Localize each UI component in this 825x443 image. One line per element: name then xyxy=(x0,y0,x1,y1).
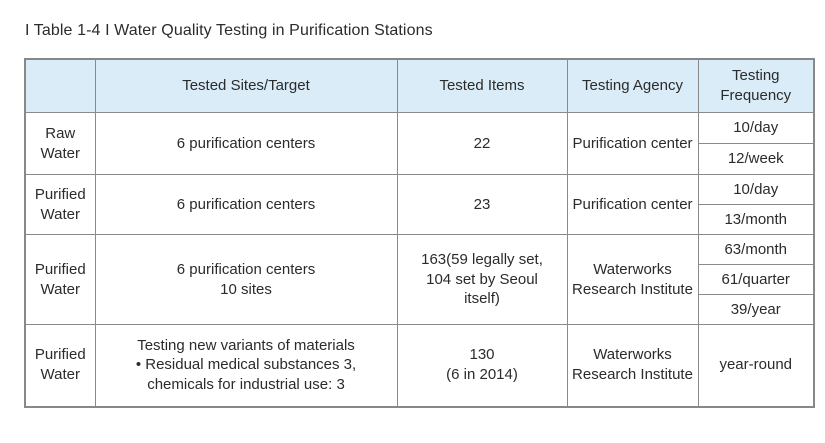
table-row: Purified Water 6 purification centers 10… xyxy=(24,234,815,325)
frequency-cell: 10/day xyxy=(697,174,815,205)
table-subrow: 13/month xyxy=(25,204,815,235)
agency-cell: Purification center xyxy=(566,112,699,175)
frequency-cell: year-round xyxy=(697,324,815,407)
frequency-cell: 12/week xyxy=(697,143,815,175)
agency-cell: Purification center xyxy=(566,174,699,235)
row-label-cell: Purified Water xyxy=(24,234,96,325)
sites-cell: Testing new variants of materials • Resi… xyxy=(94,324,398,407)
sites-cell: 6 purification centers 10 sites xyxy=(94,234,398,325)
table-subrow: 39/year xyxy=(25,294,815,325)
header-cell-sites: Tested Sites/Target xyxy=(94,58,398,113)
frequency-cell: 39/year xyxy=(697,294,815,325)
table-body: Raw Water 6 purification centers 22 Puri… xyxy=(24,112,815,407)
table-caption: I Table 1-4 I Water Quality Testing in P… xyxy=(25,22,433,39)
table-row: Purified Water Testing new variants of m… xyxy=(24,324,815,407)
items-cell: 23 xyxy=(396,174,568,235)
table-row: Purified Water 6 purification centers 23… xyxy=(24,174,815,235)
agency-cell: Waterworks Research Institute xyxy=(566,234,699,325)
row-label-cell: Purified Water xyxy=(24,174,96,235)
header-row: Tested Sites/Target Tested Items Testing… xyxy=(24,58,815,113)
table-header: Tested Sites/Target Tested Items Testing… xyxy=(24,58,815,113)
sites-cell: 6 purification centers xyxy=(94,112,398,175)
items-cell: 163(59 legally set, 104 set by Seoul its… xyxy=(396,234,568,325)
header-cell-frequency: Testing Frequency xyxy=(697,58,815,113)
items-cell: 130 (6 in 2014) xyxy=(396,324,568,407)
frequency-cell: 61/quarter xyxy=(697,264,815,295)
frequency-cell: 10/day xyxy=(697,112,815,144)
row-label-cell: Raw Water xyxy=(24,112,96,175)
agency-cell: Waterworks Research Institute xyxy=(566,324,699,407)
header-cell-row-label xyxy=(24,58,96,113)
frequency-cell: 13/month xyxy=(697,204,815,235)
table-subrow: 12/week xyxy=(25,143,815,175)
header-cell-items: Tested Items xyxy=(396,58,568,113)
row-label-cell: Purified Water xyxy=(24,324,96,407)
items-cell: 22 xyxy=(396,112,568,175)
water-quality-table: Tested Sites/Target Tested Items Testing… xyxy=(24,58,815,408)
table-row: Raw Water 6 purification centers 22 Puri… xyxy=(24,112,815,175)
header-cell-agency: Testing Agency xyxy=(566,58,699,113)
sites-cell: 6 purification centers xyxy=(94,174,398,235)
frequency-cell: 63/month xyxy=(697,234,815,265)
